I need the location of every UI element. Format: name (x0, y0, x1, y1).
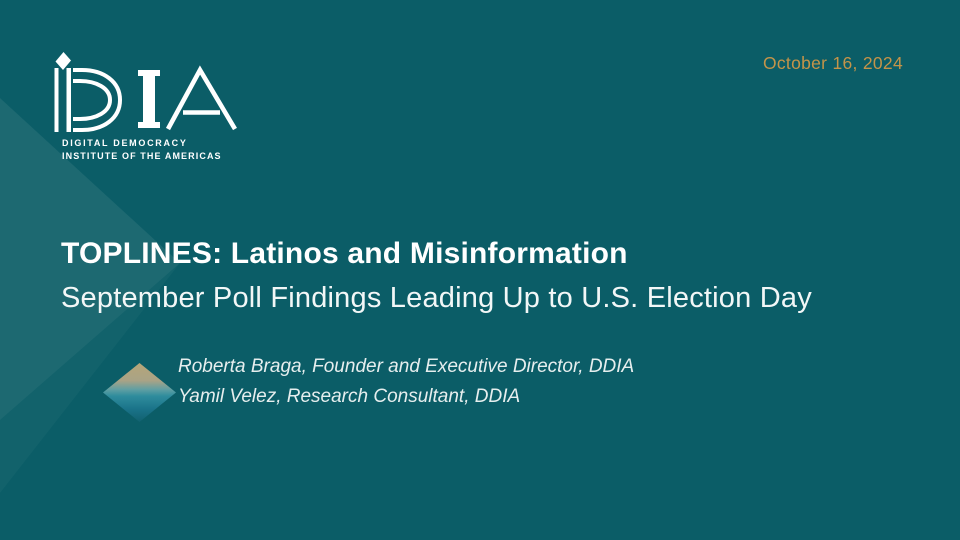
logo-wordmark-line1: DIGITAL DEMOCRACY (62, 138, 188, 148)
authors-block: Roberta Braga, Founder and Executive Dir… (178, 352, 634, 412)
gradient-diamond-icon (103, 363, 176, 422)
author-line: Roberta Braga, Founder and Executive Dir… (178, 352, 634, 382)
author-role: Founder and Executive Director, DDIA (306, 356, 635, 377)
slide-title: TOPLINES: Latinos and Misinformation (61, 237, 628, 270)
ddia-logo: DIA DIGITAL DEMOCRACY INSTITUTE OF THE A… (52, 46, 262, 166)
author-line: Yamil Velez, Research Consultant, DDIA (178, 382, 634, 412)
slide-subtitle: September Poll Findings Leading Up to U.… (61, 282, 812, 314)
author-name: Roberta Braga, (178, 356, 307, 377)
slide-date: October 16, 2024 (762, 53, 903, 73)
author-role: Research Consultant, DDIA (281, 386, 521, 407)
ddia-logo-mark-icon (54, 52, 237, 132)
logo-wordmark-line2: INSTITUTE OF THE AMERICAS (62, 150, 222, 161)
author-name: Yamil Velez, (178, 386, 282, 407)
